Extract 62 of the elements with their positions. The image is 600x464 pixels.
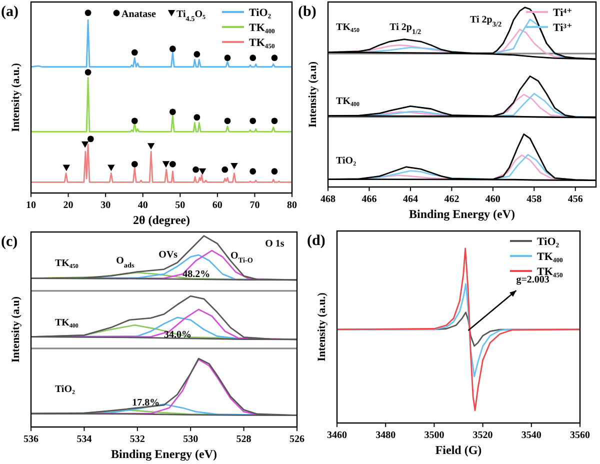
legend-label: TK₄₀₀ <box>249 22 276 34</box>
x-tick-label: 466 <box>362 194 377 205</box>
x-tick-label: 3500 <box>424 430 444 441</box>
x-tick-label: 526 <box>290 434 304 445</box>
chart-title: (c) <box>1 234 18 250</box>
x-tick-label: 70 <box>250 200 260 211</box>
x-tick-label: 536 <box>24 434 38 445</box>
y-axis-title: Intensity (a.u.) <box>10 62 22 132</box>
chart-title: (d) <box>307 233 326 249</box>
x-tick-label: 534 <box>76 434 92 445</box>
x-tick-label: 462 <box>444 194 460 205</box>
annotation: OVs <box>158 249 178 260</box>
x-tick-label: 3520 <box>472 430 493 441</box>
annotation: O 1s <box>265 238 284 250</box>
x-tick-label: 30 <box>100 200 111 211</box>
legend-label: TK₄₀₀ <box>537 251 564 263</box>
legend-label: TK₄₅₀ <box>249 37 276 49</box>
legend-label: TiO₂ <box>249 7 272 19</box>
x-tick-label: 80 <box>287 200 297 211</box>
x-axis-title: Binding Energy (eV) <box>408 207 516 221</box>
chart-title: (a) <box>1 4 18 20</box>
x-tick-label: 3540 <box>521 430 542 441</box>
y-axis-title: Intensity (a.u) <box>307 61 319 128</box>
legend-label: Ti³⁺ <box>553 22 572 34</box>
x-axis-title: Binding Energy (eV) <box>110 447 218 461</box>
x-tick-label: 464 <box>402 194 418 205</box>
x-tick-label: 10 <box>26 200 36 211</box>
annotation: TK₄₀₀ <box>54 318 78 329</box>
x-tick-label: 3560 <box>570 430 590 441</box>
x-tick-label: 528 <box>236 434 252 445</box>
annotation: Ti 2p$_{1/2}$ <box>390 22 422 36</box>
x-axis-title: Field (G) <box>435 443 482 457</box>
x-tick-label: 50 <box>175 200 186 211</box>
annotation: TK₄₅₀ <box>54 258 78 270</box>
annotation: 48.2% <box>182 268 210 280</box>
x-tick-label: 60 <box>212 200 222 211</box>
annotation: TK₄₀₀ <box>336 96 360 108</box>
x-tick-label: 468 <box>320 194 336 205</box>
annotation: TiO₂ <box>54 384 75 395</box>
annotation: TiO₂ <box>336 155 356 166</box>
x-tick-label: 458 <box>526 194 542 205</box>
legend-label: Ti$_{4.5}$O₅ <box>176 9 206 23</box>
chart-title: (b) <box>298 4 316 20</box>
annotation: O$_{ads}$ <box>116 255 134 270</box>
x-tick-label: 3460 <box>327 430 347 441</box>
x-tick-label: 40 <box>138 200 148 211</box>
x-tick-label: 530 <box>183 434 198 445</box>
x-tick-label: 20 <box>63 200 74 211</box>
x-axis-title: 2θ (degree) <box>132 213 190 227</box>
annotation: 17.8% <box>132 398 160 409</box>
x-tick-label: 460 <box>485 194 500 205</box>
y-axis-title: Intensity (a.u.) <box>316 292 328 362</box>
y-axis-title: Intensity (a.u) <box>10 296 22 363</box>
legend-label: TiO₂ <box>537 236 560 248</box>
legend-label: Anatase <box>122 9 157 20</box>
annotation: O$_{Ti-O}$ <box>230 250 254 264</box>
annotation: Ti 2p$_{3/2}$ <box>470 14 502 29</box>
x-tick-label: 532 <box>130 434 145 445</box>
x-tick-label: 456 <box>568 194 583 205</box>
x-tick-label: 3480 <box>376 430 396 441</box>
legend-label: Ti⁴⁺ <box>553 7 572 19</box>
annotation: TK₄₅₀ <box>336 22 360 34</box>
